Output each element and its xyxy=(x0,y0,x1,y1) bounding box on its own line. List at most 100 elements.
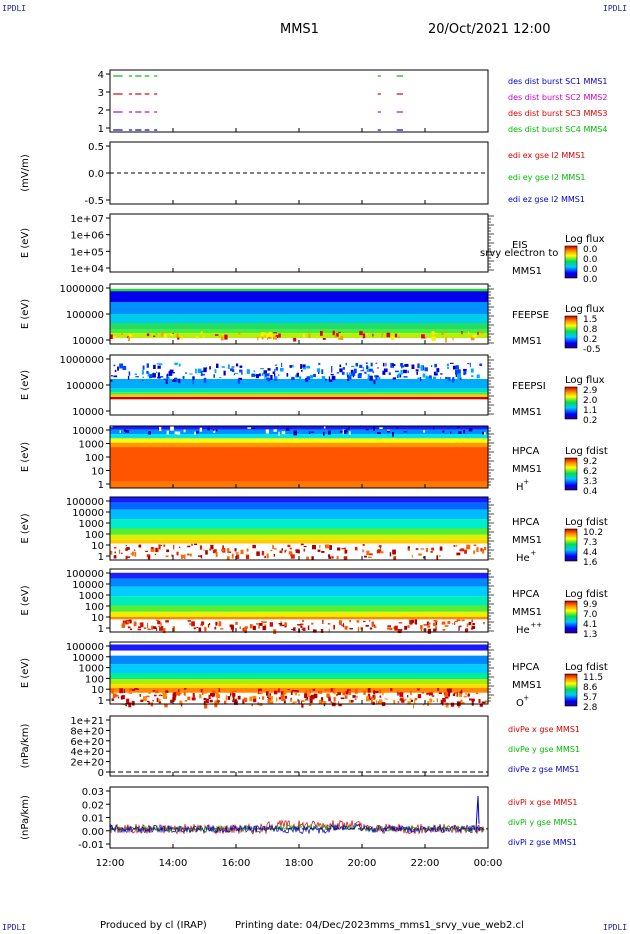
hpca_o-speck xyxy=(344,695,348,699)
hpca_o-speck xyxy=(280,691,285,695)
feepsi-speck xyxy=(175,378,178,382)
hpca_hepp-ytick-label: 1 xyxy=(98,624,104,635)
hpca_he-speck xyxy=(341,548,345,550)
hpca_hepp-band xyxy=(110,569,488,573)
hpca_hepp-speck xyxy=(435,620,438,623)
hpca_h-speck xyxy=(166,430,169,435)
feepsi-speck xyxy=(280,367,284,372)
feepsi-speck xyxy=(382,370,386,375)
hpca_hepp-speck xyxy=(426,621,429,626)
hpca_h-spacecraft-label: MMS1 xyxy=(512,464,542,475)
eis-overlay-text: srvy electron to xyxy=(480,248,558,259)
feepsi-speck xyxy=(375,362,378,364)
hpca_hepp-spacecraft-label: MMS1 xyxy=(512,607,542,618)
feepsi-speck xyxy=(457,369,461,374)
feepsi-band xyxy=(110,388,488,393)
hpca_hepp-speck xyxy=(386,627,391,630)
hpca_he-speck xyxy=(114,551,116,554)
hpca_o-speck xyxy=(463,695,467,698)
feepsi-speck xyxy=(317,378,320,383)
hpca_hepp-speck xyxy=(466,623,469,627)
hpca_he-speck xyxy=(423,556,426,559)
feepsi-band xyxy=(110,379,488,388)
hpca_he-speck xyxy=(439,546,443,551)
eis-colorbar-tick: 0.0 xyxy=(583,265,598,275)
hpca_he-speck xyxy=(408,548,410,551)
hpca_o-speck xyxy=(298,694,300,696)
hpca_o-speck xyxy=(199,694,202,699)
hpca_o-speck xyxy=(232,695,235,700)
hpca_hepp-colorbar-tick: 7.0 xyxy=(583,610,598,620)
feepsi-speck xyxy=(204,379,209,385)
hpca_hepp-speck xyxy=(393,626,395,630)
hpca_he-speck xyxy=(158,544,161,550)
hpca_o-speck xyxy=(216,697,218,701)
hpca_h-ytick-label: 100 xyxy=(85,453,104,464)
hpca_hepp-species-label: He xyxy=(516,625,530,636)
feepse-speck xyxy=(362,333,366,339)
corner-label-top-left: IPDLI xyxy=(2,4,27,13)
hpca_hepp-speck xyxy=(196,627,199,628)
feepsi-speck xyxy=(440,373,443,375)
hpca_he-speck xyxy=(222,545,224,549)
feepsi-colorbar-tick: 2.9 xyxy=(583,386,598,396)
feepse-colorbar-tick: 1.5 xyxy=(583,315,597,325)
hpca_o-speck xyxy=(234,690,238,692)
hpca_hepp-speck xyxy=(397,629,401,632)
hpca_hepp-speck xyxy=(262,626,266,631)
hpca_h-band xyxy=(110,434,488,439)
feepsi-speck xyxy=(302,367,306,370)
feepse-spacecraft-label: MMS1 xyxy=(512,336,542,347)
hpca_hepp-speck xyxy=(297,624,302,626)
hpca_o-speck xyxy=(324,689,328,692)
hpca_o-speck xyxy=(267,695,271,698)
hpca_o-speck xyxy=(216,700,220,703)
hpca_hepp-speck xyxy=(255,623,260,625)
feepse-speck xyxy=(461,331,463,335)
feepse-speck xyxy=(335,333,339,337)
hpca_h-colorbar xyxy=(564,457,578,491)
hpca_he-speck xyxy=(281,548,283,551)
hpca_o-speck xyxy=(407,695,409,698)
divpi-spike xyxy=(475,796,480,829)
hpca_hepp-speck xyxy=(363,620,366,623)
hpca_hepp-speck xyxy=(320,629,324,633)
hpca_o-speck xyxy=(280,695,285,698)
hpca_he-speck xyxy=(210,544,214,550)
feepsi-speck xyxy=(424,367,428,372)
hpca_he-speck xyxy=(199,545,203,550)
feepsi-speck xyxy=(417,377,421,380)
hpca_hepp-speck xyxy=(220,628,224,630)
hpca_o-speck xyxy=(203,698,207,701)
hpca_o-speck xyxy=(444,691,448,695)
burst-legend-entry: des dist burst SC2 MMS2 xyxy=(508,93,607,102)
hpca_hepp-speck xyxy=(243,627,247,631)
hpca_o-speck xyxy=(112,693,117,698)
hpca_o-speck xyxy=(344,692,346,696)
hpca_hepp-colorbar xyxy=(564,600,578,634)
hpca_o-band xyxy=(110,687,488,693)
hpca_he-speck xyxy=(303,545,307,548)
hpca_o-speck xyxy=(119,688,123,694)
hpca_o-band xyxy=(110,692,488,704)
hpca_o-speck xyxy=(399,698,403,701)
hpca_o-speck xyxy=(442,697,446,703)
hpca_he-colorbar-title: Log fdist xyxy=(565,517,608,528)
feepsi-speck xyxy=(411,364,415,369)
hpca_o-speck xyxy=(458,692,461,696)
hpca_hepp-species-charge: ++ xyxy=(530,621,542,629)
divpi-ytick-label: -0.01 xyxy=(78,840,104,851)
hpca_o-speck xyxy=(309,699,313,704)
hpca_o-speck xyxy=(249,696,253,702)
feepsi-speck xyxy=(436,368,440,373)
hpca_he-colorbar-tick: 4.4 xyxy=(583,548,598,558)
feepse-speck xyxy=(161,332,164,337)
hpca_hepp-speck xyxy=(356,620,360,623)
feepse-speck xyxy=(316,335,318,341)
feepsi-speck xyxy=(190,379,192,383)
hpca_he-speck xyxy=(273,554,275,557)
hpca_hepp-speck xyxy=(130,628,133,631)
divpi-ytick-label: 0.03 xyxy=(82,787,104,798)
time-axis-label: 18:00 xyxy=(285,858,314,869)
time-axis-label: 20:00 xyxy=(348,858,377,869)
